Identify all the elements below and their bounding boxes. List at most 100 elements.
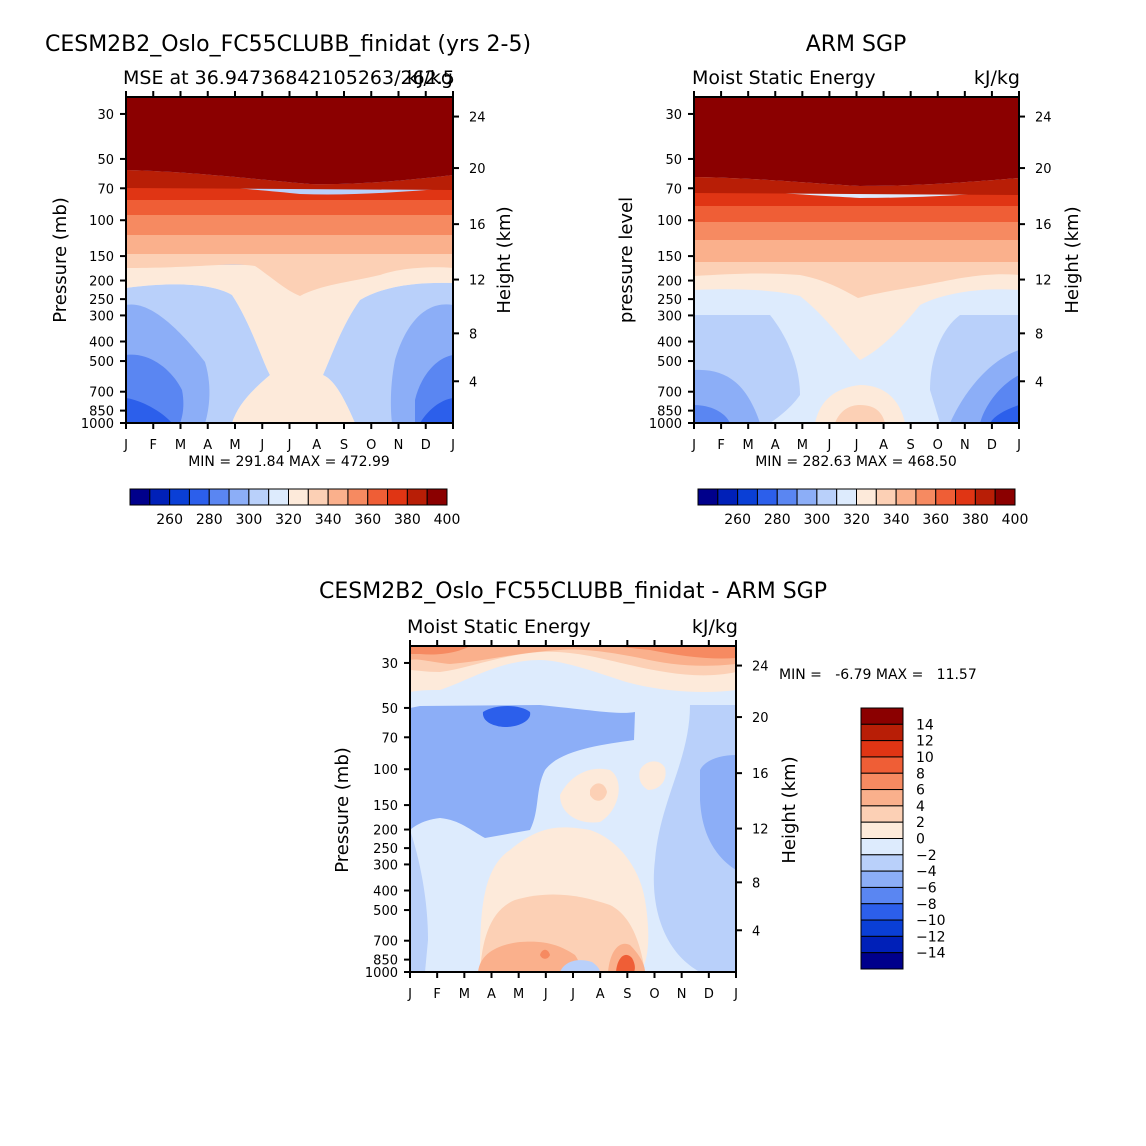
y-right-tick-label: 20 — [1035, 162, 1052, 177]
colorbar-swatch — [994, 488, 1016, 506]
y-tick-label: 500 — [89, 355, 114, 370]
y-right-tick-label: 20 — [752, 711, 769, 726]
colorbar-swatch — [860, 952, 904, 970]
colorbar-label: 12 — [916, 734, 934, 750]
colorbar-swatch — [188, 488, 210, 506]
x-tick-label: M — [797, 438, 808, 453]
panel-obs-ylabel-right: Height (km) — [1062, 206, 1083, 313]
y-tick-label: 70 — [665, 182, 682, 197]
colorbar-swatch — [974, 488, 996, 506]
colorbar-swatch — [796, 488, 818, 506]
colorbar-swatch — [717, 488, 739, 506]
y-right-tick-label: 24 — [1035, 111, 1052, 126]
colorbar-label: 300 — [804, 512, 831, 528]
colorbar-label: −6 — [916, 880, 937, 896]
y-right-tick-label: 4 — [752, 924, 760, 939]
contour-neg2-upper — [410, 672, 736, 705]
colorbar-swatch — [860, 886, 904, 905]
colorbar-swatch — [860, 870, 904, 888]
panel-obs-yticks-right: 24 20 16 12 8 4 — [1019, 111, 1052, 390]
x-tick-label: A — [879, 438, 888, 453]
contour-370 — [126, 197, 453, 215]
colorbar-swatch — [860, 854, 904, 872]
y-tick-label: 250 — [373, 842, 398, 857]
x-tick-label: J — [826, 438, 831, 453]
colorbar-label: 280 — [764, 512, 791, 528]
x-tick-label: J — [287, 438, 292, 453]
contour-neg4-right — [700, 755, 736, 870]
panel-model-title: CESM2B2_Oslo_FC55CLUBB_finidat (yrs 2-5) — [45, 32, 531, 57]
colorbar-swatch — [860, 919, 904, 937]
panel-diff-units: kJ/kg — [692, 616, 738, 638]
x-tick-label: N — [394, 438, 404, 453]
y-right-tick-label: 8 — [469, 327, 477, 342]
x-tick-label: J — [407, 987, 412, 1002]
colorbar-label: 280 — [196, 512, 223, 528]
colorbar-swatch — [860, 838, 904, 856]
colorbar-swatch — [856, 488, 877, 506]
x-tick-label: J — [543, 987, 548, 1002]
panel-obs: ARM SGP Moist Static Energy kJ/kg J F M A M J… — [616, 32, 1083, 528]
y-right-tick-label: 4 — [1035, 375, 1043, 390]
contour-390 — [694, 177, 1019, 195]
y-tick-label: 300 — [89, 309, 114, 324]
panel-model-yticks-right: 24 20 16 12 8 4 — [453, 111, 486, 390]
contour-340 — [694, 260, 1019, 298]
x-tick-label: F — [433, 987, 440, 1002]
contour-360 — [694, 220, 1019, 240]
x-tick-label: D — [987, 438, 997, 453]
y-tick-label: 400 — [657, 336, 682, 351]
colorbar-swatch — [697, 488, 719, 506]
colorbar-label: 340 — [883, 512, 910, 528]
y-tick-label: 100 — [373, 763, 398, 778]
colorbar-label: 360 — [922, 512, 949, 528]
y-tick-label: 300 — [657, 309, 682, 324]
colorbar-swatch — [406, 488, 428, 506]
x-tick-label: J — [450, 438, 455, 453]
contour-380 — [694, 190, 1019, 206]
y-tick-label: 30 — [381, 657, 398, 672]
colorbar-label: −10 — [916, 913, 946, 929]
colorbar-swatch — [915, 488, 937, 506]
contour-350 — [694, 238, 1019, 262]
x-tick-label: A — [487, 987, 496, 1002]
y-tick-label: 700 — [373, 935, 398, 950]
colorbar-label: 6 — [916, 783, 925, 799]
contour-360 — [126, 213, 453, 235]
contour-neg4 — [410, 705, 635, 838]
contour-350 — [126, 232, 453, 254]
x-tick-label: M — [513, 987, 524, 1002]
y-tick-label: 850 — [89, 405, 114, 420]
y-tick-label: 700 — [89, 386, 114, 401]
colorbar-swatch — [426, 488, 448, 506]
x-tick-label: M — [743, 438, 754, 453]
y-tick-label: 200 — [89, 275, 114, 290]
y-right-tick-label: 12 — [752, 823, 769, 838]
colorbar-swatch — [860, 723, 904, 742]
colorbar-swatch — [288, 488, 309, 506]
y-tick-label: 50 — [381, 702, 398, 717]
panel-obs-ylabel: pressure level — [616, 197, 637, 323]
colorbar-swatch — [955, 488, 976, 506]
x-tick-label: S — [907, 438, 915, 453]
colorbar-swatch — [860, 935, 904, 954]
colorbar-label: −2 — [916, 848, 937, 864]
panel-model-subtitle: MSE at 36.94736842105263/262.5 — [123, 67, 455, 89]
y-tick-label: 100 — [657, 214, 682, 229]
x-tick-label: A — [596, 987, 605, 1002]
colorbar-label: 260 — [724, 512, 751, 528]
colorbar-swatch — [776, 488, 798, 506]
x-tick-label: O — [366, 438, 376, 453]
panel-obs-colorbar: 260 280 300 320 340 360 380 400 — [697, 488, 1028, 528]
colorbar-label: 320 — [843, 512, 870, 528]
colorbar-label: 380 — [394, 512, 421, 528]
y-tick-label: 1000 — [649, 417, 682, 432]
colorbar-swatch — [935, 488, 957, 506]
x-tick-label: J — [259, 438, 264, 453]
